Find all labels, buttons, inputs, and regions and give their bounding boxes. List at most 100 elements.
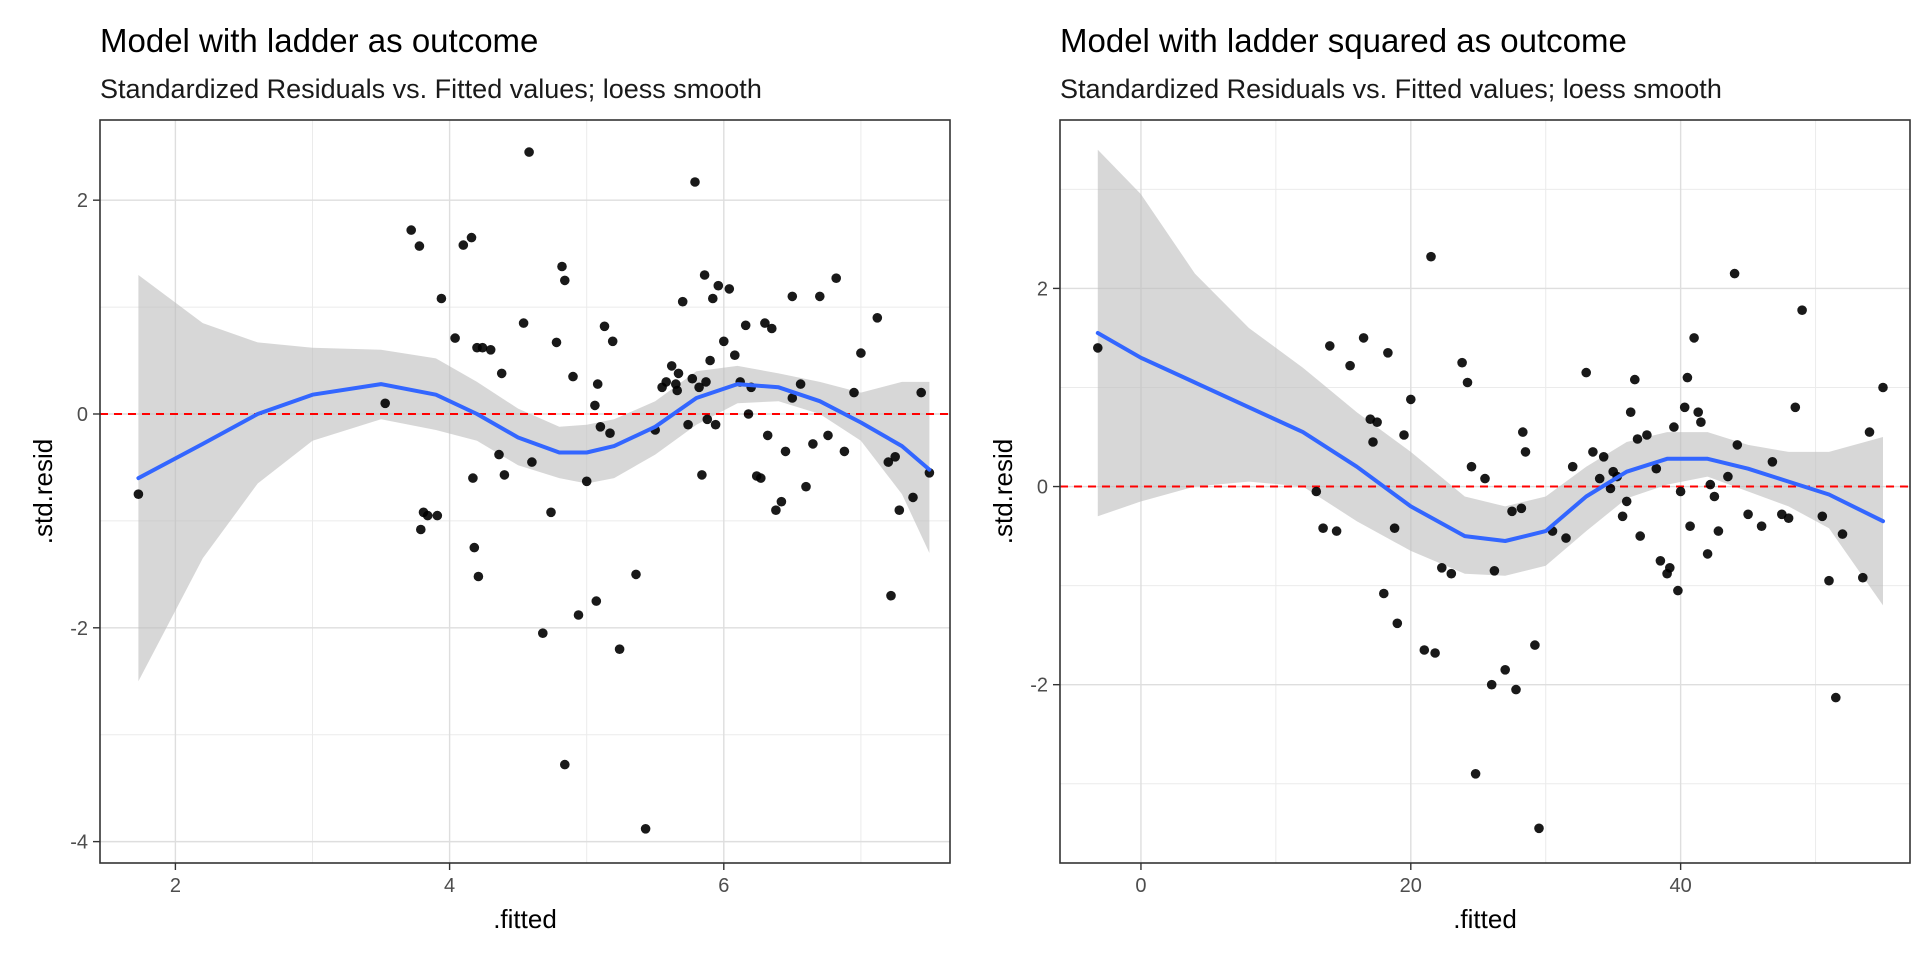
data-point — [743, 409, 754, 419]
x-axis-title: .fitted — [1453, 904, 1517, 934]
data-point — [1446, 568, 1457, 579]
data-point — [1783, 513, 1794, 523]
data-point — [831, 273, 841, 284]
data-point — [687, 373, 698, 384]
data-point — [771, 505, 781, 515]
y-tick-label: 0 — [77, 404, 88, 426]
data-point — [1466, 461, 1477, 472]
left-chart-panel: Model with ladder as outcome Standardize… — [28, 22, 951, 934]
data-point — [605, 428, 615, 439]
plot-layer — [100, 147, 950, 834]
data-point — [1878, 382, 1888, 393]
x-tick-label: 0 — [1135, 875, 1146, 897]
data-point — [780, 446, 791, 457]
data-point — [839, 446, 850, 457]
data-point — [1430, 648, 1440, 658]
data-point — [133, 489, 144, 500]
data-point — [801, 481, 811, 492]
data-point — [416, 524, 426, 535]
data-point — [631, 569, 641, 580]
data-point — [1837, 529, 1848, 539]
data-point — [673, 368, 684, 379]
right-chart-panel: Model with ladder squared as outcome Sta… — [960, 0, 1920, 960]
data-point — [1311, 486, 1322, 497]
data-point — [1756, 521, 1767, 531]
data-point — [1651, 463, 1662, 474]
data-point — [1617, 511, 1628, 522]
data-point — [1723, 471, 1733, 482]
x-tick-label: 40 — [1670, 875, 1692, 897]
y-tick-label: 2 — [77, 190, 88, 212]
plot-border — [1059, 119, 1911, 864]
y-tick-label: 2 — [1037, 278, 1048, 300]
data-point — [1625, 407, 1636, 418]
confidence-band — [1097, 149, 1883, 606]
loess-smooth-line — [1095, 331, 1885, 543]
chart-subtitle: Standardized Residuals vs. Fitted values… — [100, 74, 762, 104]
data-point — [1462, 377, 1473, 388]
data-point — [886, 590, 896, 601]
data-point — [1655, 556, 1666, 566]
data-point — [496, 368, 507, 379]
data-point — [849, 387, 859, 398]
data-point — [551, 337, 562, 348]
data-point — [1689, 333, 1699, 343]
data-point — [560, 275, 570, 286]
data-point — [607, 336, 618, 347]
data-point — [1709, 491, 1720, 502]
data-point — [719, 336, 729, 347]
data-point — [485, 345, 496, 355]
data-point — [614, 644, 625, 654]
data-point — [1635, 531, 1645, 541]
chart-title: Model with ladder squared as outcome — [1060, 22, 1627, 59]
data-point — [740, 320, 751, 331]
data-point — [1511, 684, 1521, 695]
data-point — [468, 473, 478, 483]
data-point — [494, 449, 504, 460]
data-point — [1675, 486, 1686, 497]
data-point — [1594, 473, 1605, 484]
data-point — [713, 280, 724, 291]
data-point — [1669, 422, 1679, 432]
data-point — [808, 439, 818, 449]
data-point — [458, 240, 469, 250]
data-point — [1630, 374, 1640, 385]
data-point — [908, 492, 918, 503]
x-tick-label: 6 — [718, 875, 729, 897]
data-point — [710, 419, 721, 430]
data-point — [1621, 496, 1632, 507]
data-point — [1389, 523, 1400, 533]
data-point — [1325, 341, 1335, 351]
data-point — [473, 571, 484, 582]
data-point — [890, 452, 900, 462]
data-point — [795, 379, 806, 389]
data-point — [916, 387, 926, 398]
data-point — [573, 610, 584, 620]
data-point — [1318, 523, 1328, 533]
data-point — [724, 284, 735, 294]
data-point — [1372, 417, 1382, 428]
data-point — [1561, 533, 1571, 543]
data-point — [883, 457, 894, 467]
data-point — [1489, 566, 1500, 576]
data-point — [872, 313, 883, 323]
data-point — [1858, 572, 1868, 583]
data-point — [701, 377, 711, 387]
data-point — [538, 628, 548, 638]
y-tick-label: -2 — [1030, 675, 1048, 697]
y-tick-label: -2 — [70, 618, 88, 640]
data-point — [1696, 417, 1706, 428]
data-point — [1732, 440, 1743, 450]
data-point — [1685, 521, 1695, 531]
gridlines — [100, 120, 950, 863]
y-tick-label: -4 — [70, 832, 88, 854]
data-point — [1530, 640, 1540, 650]
data-point — [1345, 360, 1355, 371]
y-axis-title: .std.resid — [988, 439, 1018, 545]
data-point — [472, 342, 482, 353]
data-point — [524, 147, 534, 157]
data-point — [924, 468, 935, 478]
data-point — [1470, 769, 1481, 779]
data-point — [1673, 585, 1683, 596]
data-point — [1399, 430, 1409, 440]
